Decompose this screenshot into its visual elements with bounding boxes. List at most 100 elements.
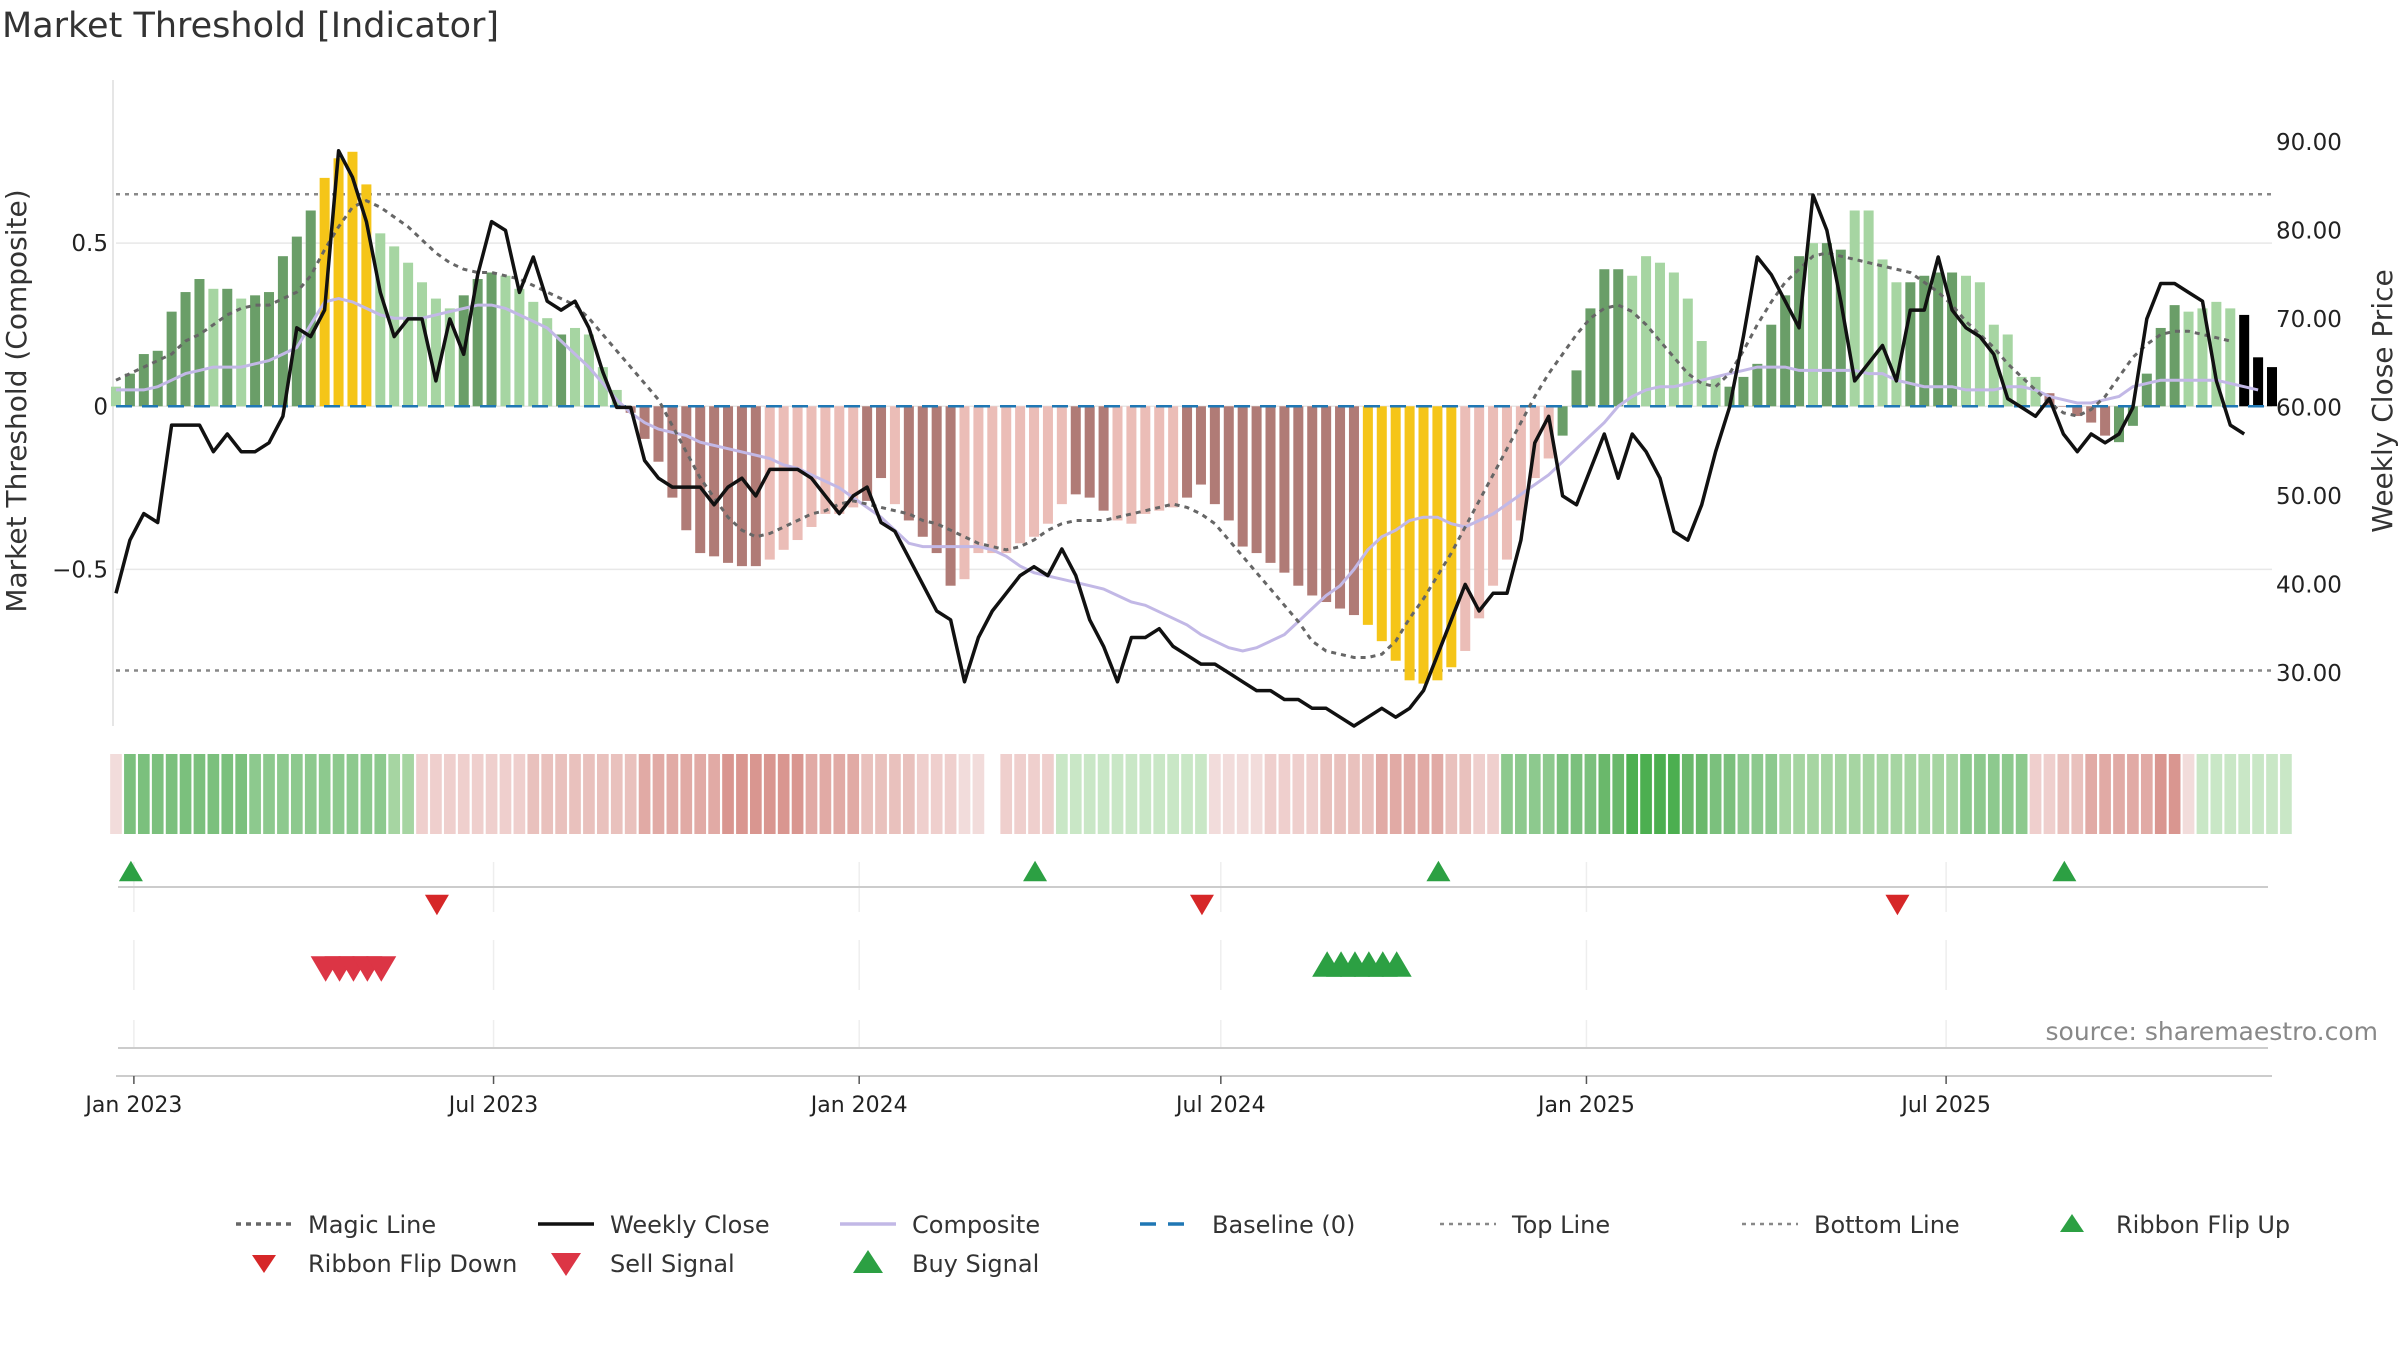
right-tick-label: 30.00: [2276, 661, 2342, 687]
histogram-bar: [1877, 259, 1888, 407]
ribbon-cell: [861, 754, 873, 834]
histogram-bar: [500, 275, 511, 407]
ribbon-cell: [1125, 754, 1138, 834]
histogram-bar: [556, 334, 567, 407]
histogram-bar: [1668, 272, 1679, 407]
legend-label: Buy Signal: [912, 1250, 1039, 1278]
histogram-bar: [263, 292, 275, 407]
ribbon-cell: [137, 754, 150, 834]
histogram-bar: [1515, 406, 1526, 521]
ribbon-cell: [2140, 754, 2153, 834]
ribbon-cell: [277, 754, 289, 834]
ribbon-cell: [1709, 754, 1722, 834]
histogram-bar: [1557, 406, 1568, 436]
histogram-bar: [1766, 324, 1777, 407]
ribbon-cell: [2238, 754, 2251, 834]
histogram-bar: [291, 236, 302, 407]
histogram-bar: [444, 308, 455, 407]
ribbon-cell: [1876, 754, 1889, 834]
ribbon-cell: [1598, 754, 1611, 834]
histogram-bar: [166, 311, 177, 407]
histogram-bar: [1251, 406, 1262, 554]
ribbon-cell: [1014, 754, 1026, 834]
ribbon-cell: [388, 754, 401, 834]
legend-label: Ribbon Flip Down: [308, 1250, 517, 1278]
legend-item: Magic Line: [236, 1211, 436, 1239]
ribbon-cell: [680, 754, 693, 834]
histogram-bar: [222, 288, 233, 407]
right-axis-title: Weekly Close Price: [2366, 269, 2399, 532]
histogram-bar: [486, 272, 497, 407]
histogram-bar: [1001, 406, 1012, 554]
ribbon-cell: [110, 754, 122, 834]
ribbon-cell: [1042, 754, 1054, 834]
ribbon-cell: [2252, 754, 2264, 834]
ribbon-cell: [1751, 754, 1764, 834]
ribbon-cell: [708, 754, 720, 834]
histogram-bar: [2211, 301, 2222, 407]
histogram-bar: [1390, 406, 1401, 661]
signal-panels: [118, 860, 2268, 1049]
legend-label: Weekly Close: [610, 1211, 770, 1239]
ribbon-cell: [889, 754, 901, 834]
histogram-bar: [848, 406, 859, 508]
ribbon-cell: [833, 754, 846, 834]
ribbon-cell: [2127, 754, 2139, 834]
histogram-bar: [1752, 363, 1763, 407]
ribbon-cell: [374, 754, 387, 834]
legend-item: Ribbon Flip Up: [2060, 1211, 2290, 1239]
histogram-bar: [1112, 406, 1123, 521]
histogram-bar: [889, 406, 900, 505]
ribbon-cell: [290, 754, 303, 834]
ribbon-cell: [1195, 754, 1207, 834]
histogram-bar: [236, 298, 247, 407]
histogram-bar: [1974, 282, 1985, 407]
histogram-bar: [2016, 376, 2027, 407]
histogram-bar: [1641, 256, 1652, 407]
histogram-bar: [194, 279, 205, 407]
histogram-bar: [1376, 406, 1387, 642]
sell-signal-marker: [366, 956, 397, 982]
ribbon-cell: [1487, 754, 1499, 834]
buy-signal-marker: [1381, 951, 1412, 977]
right-axis: 30.00 40.00 50.00 60.00 70.00 80.00 90.00 Weekl…: [2276, 130, 2399, 687]
ribbon-flip-up-marker: [1426, 860, 1451, 882]
ribbon-cell: [555, 754, 567, 834]
ribbon-cell: [1236, 754, 1249, 834]
histogram-bar: [2058, 406, 2069, 407]
ribbon-cell: [1209, 754, 1221, 834]
ribbon-cell: [207, 754, 220, 834]
histogram-bar: [1195, 406, 1206, 485]
histogram-bar: [1599, 269, 1610, 407]
histogram-bar: [1404, 406, 1415, 681]
ribbon-cell: [1932, 754, 1945, 834]
ribbon-cell: [2057, 754, 2070, 834]
ribbon-cell: [1974, 754, 1986, 834]
histogram-bar: [709, 406, 720, 557]
ribbon-cell: [819, 754, 832, 834]
ribbon-cell: [2043, 754, 2056, 834]
histogram-bar: [1794, 256, 1805, 407]
ribbon-cell: [791, 754, 804, 834]
histogram-bar: [1682, 298, 1693, 407]
histogram-bar: [152, 350, 163, 407]
histogram-bar: [1488, 406, 1499, 586]
ribbon-cell: [304, 754, 317, 834]
ribbon-cell: [430, 754, 442, 834]
histogram-bar: [806, 406, 817, 527]
ribbon-cell: [1779, 754, 1792, 834]
histogram-bar: [375, 233, 386, 407]
histogram-bar: [333, 158, 344, 407]
ribbon-cell: [2001, 754, 2014, 834]
ribbon-cell: [1821, 754, 1833, 834]
histogram-bar: [430, 298, 441, 407]
histogram-bar: [987, 406, 998, 554]
ribbon-cell: [2154, 754, 2167, 834]
trend-ribbon: [110, 754, 2292, 834]
ribbon-cell: [193, 754, 206, 834]
histogram-bar: [945, 406, 956, 586]
histogram-bar: [1307, 406, 1318, 596]
histogram-bar: [2169, 305, 2180, 407]
ribbon-cell: [2182, 754, 2195, 834]
ribbon-cell: [1793, 754, 1805, 834]
